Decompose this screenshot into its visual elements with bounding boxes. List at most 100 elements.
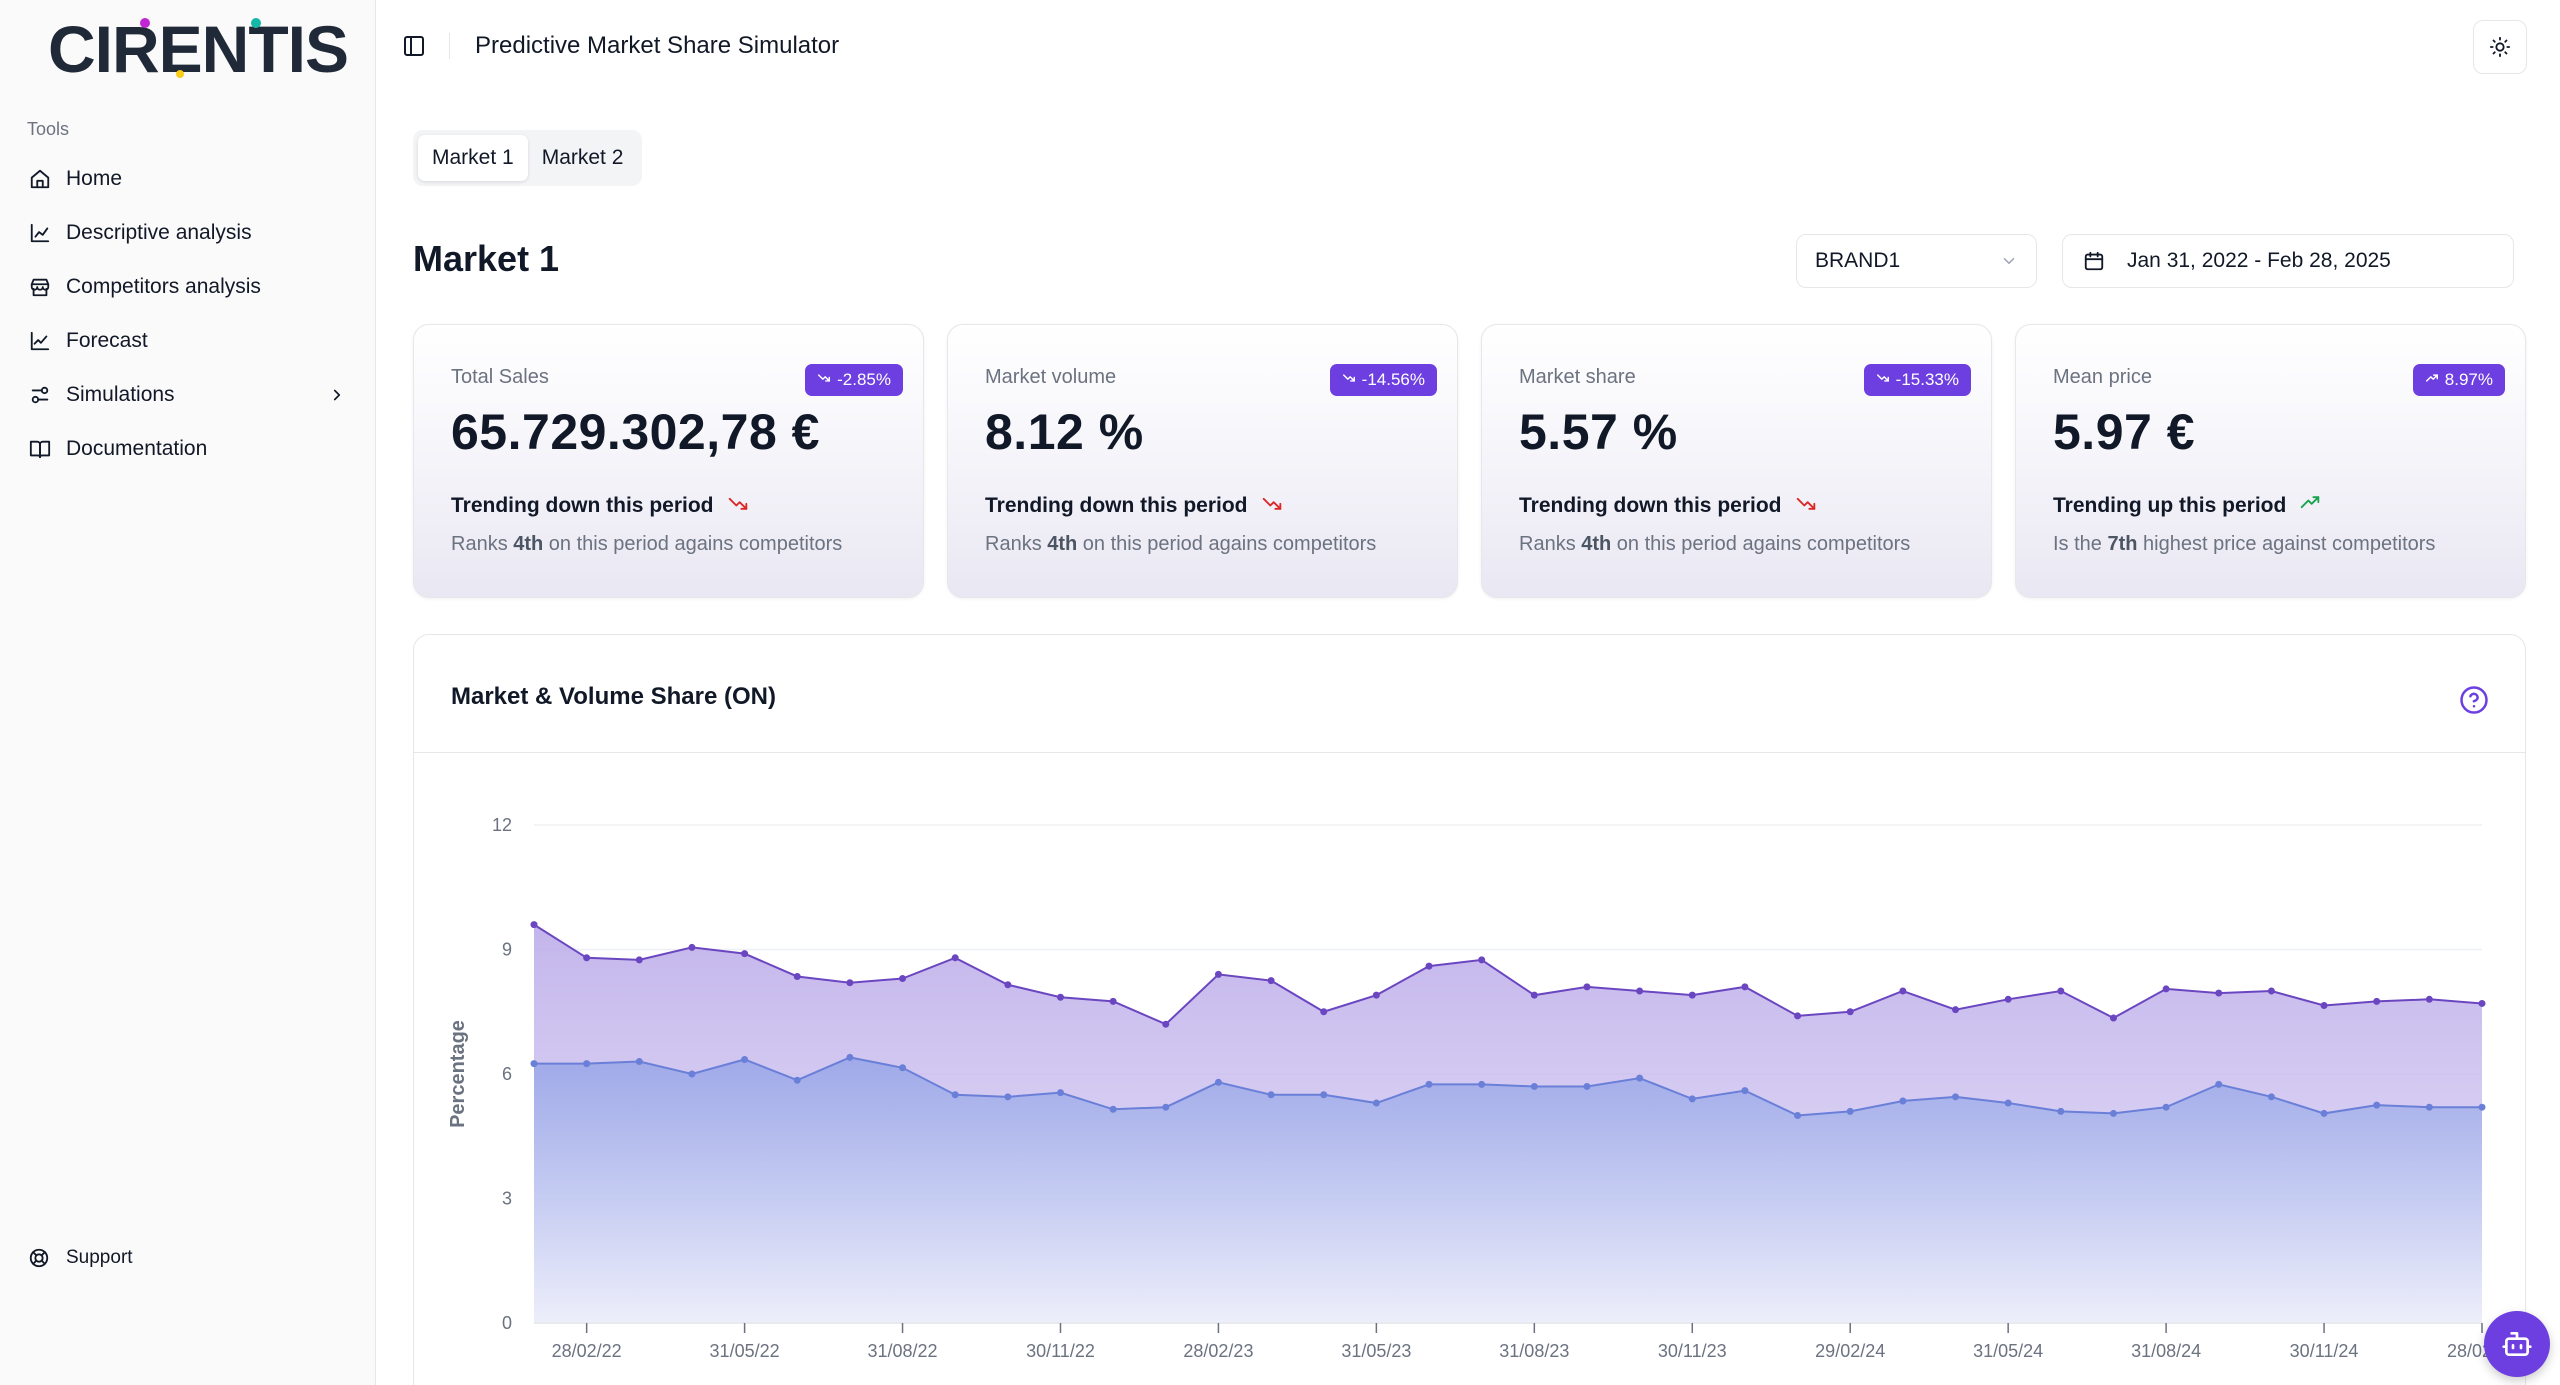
series-2-point	[1425, 1080, 1433, 1088]
trend-label: Trending up this period	[2053, 494, 2287, 517]
series-1-point	[530, 921, 538, 929]
rank-value: 4th	[513, 533, 544, 555]
series-2-point	[1530, 1082, 1538, 1090]
brand-select-value: BRAND1	[1815, 249, 1901, 272]
y-tick-label: 3	[502, 1189, 512, 1209]
sidebar-item-label: Forecast	[66, 329, 148, 352]
series-2-point	[2425, 1103, 2433, 1111]
rank-prefix: Ranks	[451, 533, 514, 555]
series-1-point	[1583, 983, 1591, 991]
sidebar-item-forecast[interactable]: Forecast	[16, 314, 360, 368]
rank-prefix: Is the	[2053, 533, 2108, 555]
kpi-value: 5.97 €	[2053, 404, 2196, 460]
trend-down-icon	[1262, 493, 1282, 519]
series-1-point	[1425, 962, 1433, 970]
series-2-point	[2057, 1107, 2065, 1115]
sidebar-item-competitors-analysis[interactable]: Competitors analysis	[16, 260, 360, 314]
series-2-point	[2478, 1103, 2486, 1111]
trend-text: Trending up this period	[2053, 493, 2320, 519]
change-badge-value: -14.56%	[1361, 370, 1425, 389]
help-icon[interactable]	[2459, 685, 2489, 715]
series-2-point	[1794, 1112, 1802, 1119]
series-2-point	[2162, 1103, 2170, 1111]
series-2-point	[2267, 1093, 2275, 1101]
sidebar-toggle-button[interactable]	[399, 31, 429, 61]
series-1-point	[2425, 995, 2433, 1003]
series-1-point	[2162, 985, 2170, 993]
x-tick-label: 31/05/23	[1341, 1341, 1411, 1361]
logo-text: CIRENTIS	[48, 12, 349, 86]
theme-toggle-button[interactable]	[2473, 20, 2527, 74]
y-tick-label: 6	[502, 1064, 512, 1084]
series-2-point	[583, 1060, 591, 1068]
trend-down-icon	[817, 370, 831, 390]
trend-text: Trending down this period	[985, 493, 1282, 519]
date-range-picker[interactable]: Jan 31, 2022 - Feb 28, 2025	[2062, 234, 2514, 288]
kpi-label: Market volume	[985, 366, 1117, 388]
kpi-value: 65.729.302,78 €	[451, 404, 820, 460]
sidebar-item-descriptive-analysis[interactable]: Descriptive analysis	[16, 206, 360, 260]
series-2-point	[1741, 1087, 1749, 1095]
kpi-value: 8.12 %	[985, 404, 1144, 460]
chart-title: Market & Volume Share (ON)	[451, 683, 776, 710]
series-2-point	[1320, 1091, 1328, 1099]
series-1-point	[2267, 987, 2275, 995]
series-2-point	[899, 1064, 907, 1072]
series-1-point	[1899, 987, 1907, 995]
change-badge: -14.56%	[1329, 364, 1437, 396]
series-2-point	[635, 1058, 643, 1066]
series-2-point	[1846, 1107, 1854, 1115]
series-1-point	[1372, 991, 1380, 999]
store-icon	[28, 275, 52, 299]
x-tick-label: 31/08/24	[2131, 1341, 2201, 1361]
chart-bar-icon	[28, 221, 52, 245]
series-1-point	[793, 972, 801, 980]
cirentis-logo[interactable]: CIRENTIS	[48, 14, 349, 84]
chatbot-button[interactable]	[2484, 1311, 2550, 1377]
trend-label: Trending down this period	[985, 494, 1248, 517]
trend-down-icon	[728, 493, 748, 519]
series-1-point	[2320, 1002, 2328, 1010]
trend-text: Trending down this period	[1519, 493, 1816, 519]
series-2-point	[1267, 1091, 1275, 1099]
date-range-value: Jan 31, 2022 - Feb 28, 2025	[2127, 249, 2391, 272]
brand-select[interactable]: BRAND1	[1796, 234, 2037, 288]
series-2-point	[951, 1091, 959, 1099]
sidebar-item-documentation[interactable]: Documentation	[16, 422, 360, 476]
bot-icon	[2502, 1332, 2532, 1356]
sidebar-item-home[interactable]: Home	[16, 152, 360, 206]
kpi-value: 5.57 %	[1519, 404, 1678, 460]
line-chart-icon	[28, 329, 52, 353]
series-2-point	[1056, 1089, 1064, 1097]
tab-market-2[interactable]: Market 2	[541, 146, 624, 169]
home-icon	[28, 167, 52, 191]
x-tick-label: 28/02/22	[552, 1341, 622, 1361]
series-1-point	[2215, 989, 2223, 997]
rank-prefix: Ranks	[985, 533, 1048, 555]
kpi-card-market-share: Market share -15.33% 5.57 % Trending dow…	[1481, 324, 1992, 598]
series-2-point	[1636, 1074, 1644, 1082]
series-2-point	[1162, 1103, 1170, 1111]
trend-down-icon	[1342, 370, 1356, 390]
series-1-point	[1267, 977, 1275, 985]
tab-market-1[interactable]: Market 1	[418, 135, 528, 181]
sidebar-nav: Home Descriptive analysis Competitors an…	[16, 152, 360, 476]
change-badge-value: -15.33%	[1895, 370, 1959, 389]
market-volume-share-chart-card: Market & Volume Share (ON) 0 3 6 9 12 Percent…	[413, 634, 2526, 1385]
chevron-right-icon	[326, 384, 348, 406]
sidebar-item-label: Simulations	[66, 383, 175, 406]
chart-area: 0 3 6 9 12 Percentage 28/02/22 31/05/22 31/08/22…	[414, 753, 2527, 1385]
sidebar-item-label: Descriptive analysis	[66, 221, 252, 244]
rank-value: 4th	[1581, 533, 1612, 555]
series-2-point	[2109, 1109, 2117, 1117]
series-1-point	[1530, 991, 1538, 999]
series-2-point	[741, 1055, 749, 1063]
series-1-point	[1109, 997, 1117, 1005]
rank-text: Is the 7th highest price against competi…	[2053, 533, 2435, 556]
support-link[interactable]: Support	[28, 1246, 133, 1270]
series-2-point	[2004, 1099, 2012, 1107]
series-2-point	[1109, 1105, 1117, 1113]
kpi-card-mean-price: Mean price 8.97% 5.97 € Trending up this…	[2015, 324, 2526, 598]
series-1-point	[1162, 1020, 1170, 1028]
sidebar-item-simulations[interactable]: Simulations	[16, 368, 360, 422]
